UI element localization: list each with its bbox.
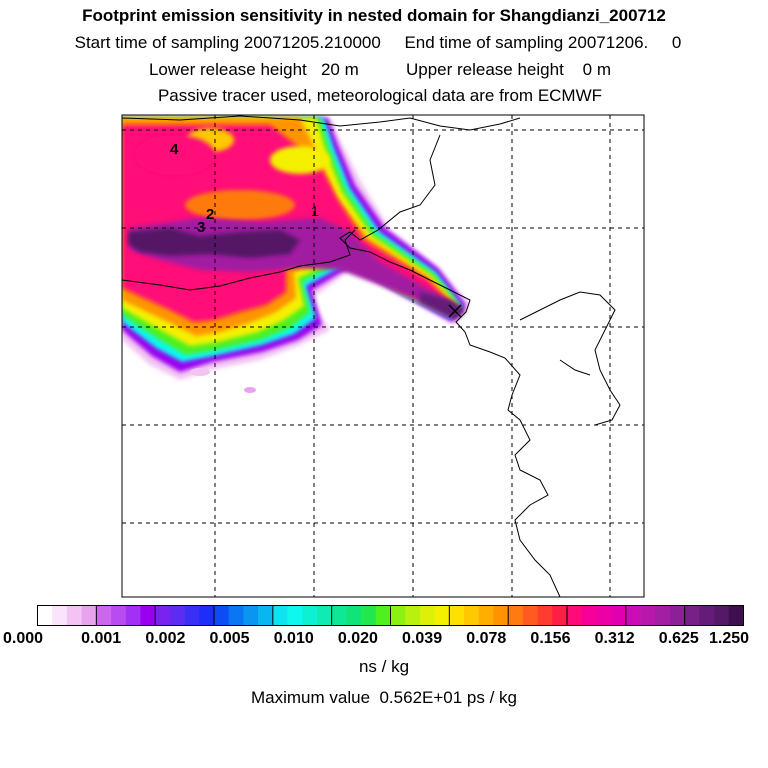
map-frame xyxy=(121,114,645,598)
plume-orange-patch xyxy=(185,190,295,220)
sampling-time-line: Start time of sampling 20071205.210000 E… xyxy=(74,33,682,52)
colorbar-cell xyxy=(669,605,685,626)
colorbar-cell xyxy=(169,605,185,626)
colorbar-cell xyxy=(287,605,303,626)
colorbar-cell xyxy=(346,605,362,626)
graticule xyxy=(122,115,644,597)
colorbar-cell xyxy=(537,605,553,626)
release-height-line: Lower release height 20 m Upper release … xyxy=(148,60,612,79)
colorbar-cell xyxy=(199,605,215,626)
colorbar-cell xyxy=(272,605,288,626)
colorbar-cell xyxy=(625,605,641,626)
colorbar-tick-label: 0.020 xyxy=(337,630,378,647)
colorbar-cell xyxy=(596,605,612,626)
colorbar-cell xyxy=(699,605,715,626)
colorbar-tick-label: 0.078 xyxy=(466,630,507,647)
sensitivity-field xyxy=(122,118,470,393)
coastlines xyxy=(122,115,621,597)
plume-tail-dark xyxy=(420,292,466,320)
colorbar-cell xyxy=(390,605,406,626)
colorbar-cell xyxy=(37,605,53,626)
colorbar-cell xyxy=(228,605,244,626)
colorbar-tick-label: 0.039 xyxy=(402,630,443,647)
colorbar-cell xyxy=(434,605,450,626)
colorbar-cell xyxy=(728,605,744,626)
colorbar-cell xyxy=(66,605,82,626)
point-label-1: 1 xyxy=(311,203,319,219)
colorbar-tick-label: 0.625 xyxy=(658,630,699,647)
colorbar-cell xyxy=(96,605,112,626)
coastline xyxy=(519,291,621,426)
colorbar-cell xyxy=(552,605,568,626)
colorbar-cell xyxy=(258,605,274,626)
colorbar-units: ns / kg xyxy=(358,657,410,676)
colorbar-cell xyxy=(493,605,509,626)
colorbar-cell xyxy=(243,605,259,626)
colorbar-cell xyxy=(52,605,68,626)
point-label-4: 4 xyxy=(170,141,179,158)
colorbar-cell xyxy=(640,605,656,626)
tracer-info-line: Passive tracer used, meteorological data… xyxy=(157,86,603,105)
colorbar-cell xyxy=(111,605,127,626)
colorbar-tick-label: 0.001 xyxy=(81,630,122,647)
colorbar-cell xyxy=(581,605,597,626)
colorbar-tick-label: 0.010 xyxy=(273,630,314,647)
colorbar-cell xyxy=(405,605,421,626)
colorbar-cell xyxy=(125,605,141,626)
point-label-2: 2 xyxy=(206,206,214,223)
plume-magenta-patch xyxy=(135,135,215,175)
colorbar-frame xyxy=(37,605,744,626)
coastline xyxy=(339,134,561,597)
maximum-value-text: Maximum value 0.562E+01 ps / kg xyxy=(251,688,517,707)
plume-fragment xyxy=(190,368,210,376)
colorbar-tick-label: 0.002 xyxy=(145,630,186,647)
colorbar-cell xyxy=(184,605,200,626)
colorbar-cell xyxy=(449,605,465,626)
colorbar-cell xyxy=(81,605,97,626)
colorbar-tick-label: 0.312 xyxy=(594,630,635,647)
colorbar-tick-label: 0.000 xyxy=(2,630,44,647)
colorbar-tick-label: 0.005 xyxy=(209,630,250,647)
colorbar-cell xyxy=(714,605,730,626)
plume-core-dark xyxy=(128,228,300,258)
coastline xyxy=(122,115,521,131)
colorbar-cell xyxy=(567,605,583,626)
colorbar-cell xyxy=(611,605,627,626)
colorbar-cell xyxy=(302,605,318,626)
colorbar-cell xyxy=(214,605,230,626)
plume-fragment xyxy=(244,387,256,393)
x-icon xyxy=(448,304,462,318)
colorbar-cell xyxy=(464,605,480,626)
colorbar xyxy=(37,605,744,626)
colorbar-cell xyxy=(331,605,347,626)
colorbar-cell xyxy=(155,605,171,626)
colorbar-cell xyxy=(684,605,700,626)
plume-yellow-patch xyxy=(270,146,330,174)
point-label-3: 3 xyxy=(197,219,205,236)
colorbar-tick-label: 1.250 xyxy=(708,630,750,647)
colorbar-cell xyxy=(419,605,435,626)
colorbar-cell xyxy=(508,605,524,626)
colorbar-tick-label: 0.156 xyxy=(530,630,571,647)
border xyxy=(122,229,356,291)
colorbar-cell xyxy=(655,605,671,626)
colorbar-cell xyxy=(361,605,377,626)
colorbar-cell xyxy=(140,605,156,626)
colorbar-cell xyxy=(478,605,494,626)
colorbar-cell xyxy=(522,605,538,626)
coastline xyxy=(559,359,591,376)
plot-title: Footprint emission sensitivity in nested… xyxy=(82,6,666,25)
colorbar-cell xyxy=(316,605,332,626)
colorbar-cell xyxy=(375,605,391,626)
